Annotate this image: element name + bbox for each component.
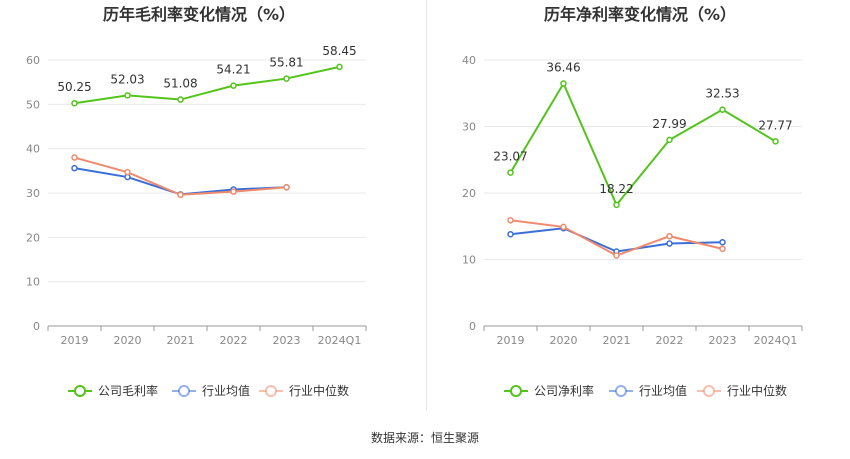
data-point-1-2-2	[177, 191, 184, 199]
y-tick-label-1-20: 20	[26, 231, 40, 244]
data-point-2-1-4	[719, 238, 726, 246]
x-tick-label-2-2020: 2020	[550, 334, 578, 347]
x-tick-label-2-2021: 2021	[603, 334, 631, 347]
y-tick-label-2-0: 0	[469, 320, 476, 333]
data-point-2-0-5	[772, 138, 779, 145]
y-tick-label-2-30: 30	[462, 121, 476, 134]
data-point-2-0-0	[507, 169, 514, 176]
data-label-1-4: 55.81	[269, 56, 303, 70]
x-tick-label-2-2024Q1: 2024Q1	[754, 334, 798, 347]
data-point-2-0-3	[666, 136, 673, 144]
y-tick-label-2-20: 20	[462, 187, 476, 200]
legend-marker-1-2	[265, 385, 277, 397]
y-tick-label-2-40: 40	[462, 54, 476, 67]
x-tick-label-2-2023: 2023	[709, 334, 737, 347]
data-point-1-0-3	[230, 82, 237, 89]
x-tick-label-1-2023: 2023	[273, 334, 301, 347]
legend-label-1-1: 行业均值	[202, 383, 250, 398]
legend-marker-2-2	[703, 385, 715, 397]
x-tick-label-1-2024Q1: 2024Q1	[318, 334, 362, 347]
data-point-1-2-3	[230, 188, 237, 195]
data-point-2-1-3	[666, 240, 673, 247]
data-point-2-0-2	[613, 201, 620, 209]
y-tick-label-1-30: 30	[26, 187, 40, 200]
data-point-2-0-1	[560, 80, 567, 87]
data-point-2-0-4	[719, 106, 726, 113]
data-label-2-0: 23.07	[493, 150, 527, 164]
panel-divider	[426, 0, 427, 410]
y-tick-label-1-60: 60	[26, 54, 40, 67]
data-point-1-0-0	[71, 99, 78, 107]
legend-label-1-0: 公司毛利率	[98, 383, 158, 398]
data-point-2-2-1	[560, 223, 567, 231]
legend-label-2-2: 行业中位数	[727, 383, 787, 398]
data-point-1-1-0	[71, 164, 78, 172]
x-tick-label-1-2022: 2022	[220, 334, 248, 347]
data-point-2-1-0	[507, 230, 514, 238]
y-tick-label-1-0: 0	[33, 320, 40, 333]
data-point-1-2-4	[283, 183, 290, 191]
y-tick-label-1-10: 10	[26, 276, 40, 289]
chart-title-2: 历年净利率变化情况（%）	[544, 5, 736, 24]
data-point-1-2-1	[124, 168, 131, 176]
y-tick-label-1-50: 50	[26, 98, 40, 111]
data-point-2-2-3	[666, 232, 673, 240]
data-point-2-2-4	[719, 245, 726, 253]
data-label-1-3: 54.21	[216, 63, 250, 77]
data-point-1-0-1	[124, 92, 131, 99]
series-line-2-1	[510, 227, 723, 253]
data-point-2-2-2	[613, 252, 620, 259]
y-tick-label-2-10: 10	[462, 254, 476, 267]
data-label-2-2: 18.22	[599, 182, 633, 196]
data-label-1-0: 50.25	[57, 80, 91, 94]
x-tick-label-1-2019: 2019	[61, 334, 89, 347]
x-tick-label-1-2020: 2020	[114, 334, 142, 347]
data-label-2-1: 36.46	[546, 61, 580, 75]
data-point-1-0-5	[336, 63, 343, 71]
data-label-1-2: 51.08	[163, 77, 197, 91]
series-line-1-0	[74, 65, 340, 105]
data-point-1-0-2	[177, 96, 184, 103]
data-label-2-3: 27.99	[652, 117, 686, 131]
chart-title-1: 历年毛利率变化情况（%）	[103, 5, 295, 24]
series-line-1-2	[74, 156, 287, 196]
legend-marker-2-1	[615, 385, 627, 397]
legend-marker-1-1	[178, 385, 190, 397]
data-point-1-0-4	[283, 75, 290, 82]
data-label-1-5: 58.45	[322, 44, 356, 58]
x-tick-label-2-2022: 2022	[656, 334, 684, 347]
legend-label-2-0: 公司净利率	[534, 383, 594, 398]
data-source-note: 数据来源：恒生聚源	[370, 431, 479, 445]
y-tick-label-1-40: 40	[26, 143, 40, 156]
x-tick-label-2-2019: 2019	[497, 334, 525, 347]
legend-label-2-1: 行业均值	[639, 383, 687, 398]
data-point-2-2-0	[507, 217, 514, 224]
data-label-1-1: 52.03	[110, 72, 144, 86]
x-tick-label-1-2021: 2021	[167, 334, 195, 347]
data-point-1-2-0	[71, 154, 78, 161]
series-line-2-0	[509, 81, 777, 207]
data-label-2-5: 27.77	[758, 118, 792, 132]
legend-marker-1-0	[74, 385, 86, 397]
data-label-2-4: 32.53	[705, 87, 739, 101]
legend-marker-2-0	[510, 385, 522, 397]
legend-label-1-2: 行业中位数	[289, 383, 349, 398]
